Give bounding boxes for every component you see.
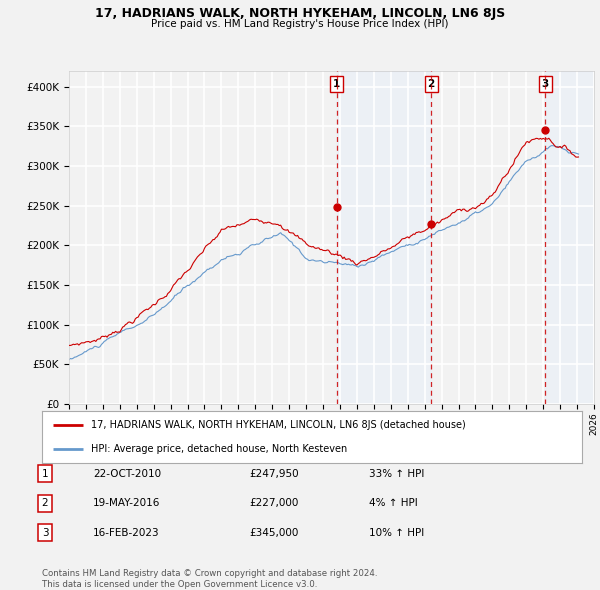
Text: 16-FEB-2023: 16-FEB-2023 [93,528,160,537]
Text: £345,000: £345,000 [249,528,298,537]
Text: 33% ↑ HPI: 33% ↑ HPI [369,469,424,478]
Text: 2: 2 [41,499,49,508]
Text: 3: 3 [542,79,549,89]
Text: 1: 1 [41,469,49,478]
Text: 19-MAY-2016: 19-MAY-2016 [93,499,160,508]
Text: Contains HM Land Registry data © Crown copyright and database right 2024.
This d: Contains HM Land Registry data © Crown c… [42,569,377,589]
Text: £247,950: £247,950 [249,469,299,478]
Bar [337,71,431,404]
Bar [545,71,594,404]
Text: 3: 3 [41,528,49,537]
Text: Price paid vs. HM Land Registry's House Price Index (HPI): Price paid vs. HM Land Registry's House … [151,19,449,29]
Text: 17, HADRIANS WALK, NORTH HYKEHAM, LINCOLN, LN6 8JS (detached house): 17, HADRIANS WALK, NORTH HYKEHAM, LINCOL… [91,420,466,430]
Text: 17, HADRIANS WALK, NORTH HYKEHAM, LINCOLN, LN6 8JS: 17, HADRIANS WALK, NORTH HYKEHAM, LINCOL… [95,7,505,20]
Text: 10% ↑ HPI: 10% ↑ HPI [369,528,424,537]
Text: 4% ↑ HPI: 4% ↑ HPI [369,499,418,508]
Text: 1: 1 [333,79,340,89]
Text: 22-OCT-2010: 22-OCT-2010 [93,469,161,478]
Text: 2: 2 [427,79,435,89]
Text: £227,000: £227,000 [249,499,298,508]
Text: HPI: Average price, detached house, North Kesteven: HPI: Average price, detached house, Nort… [91,444,347,454]
